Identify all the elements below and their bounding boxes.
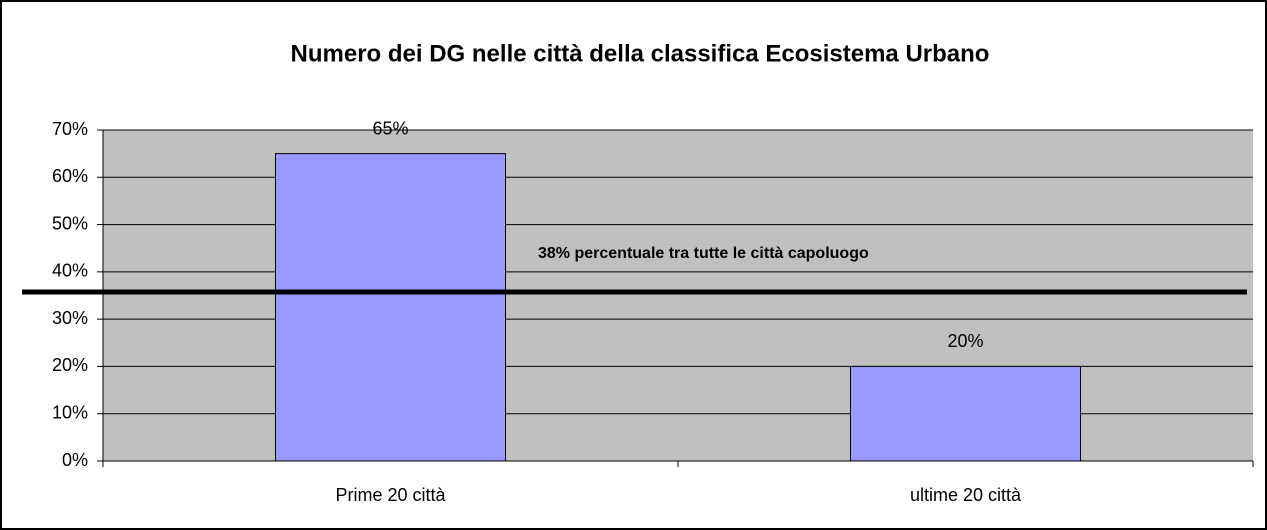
- bar: [850, 365, 1081, 462]
- marks: 0% 10% 20% 30% 40% 50% 60% 70% Prime 20 città 65%…: [52, 118, 1254, 505]
- y-tick-label: 40%: [52, 261, 88, 281]
- data-label: 20%: [947, 331, 983, 351]
- y-tick-label: 30%: [52, 308, 88, 328]
- x-tick-label: Prime 20 città: [335, 485, 446, 505]
- data-label: 65%: [372, 118, 408, 138]
- x-tick-label: ultime 20 città: [910, 485, 1022, 505]
- y-tick-label: 20%: [52, 355, 88, 375]
- bar: [275, 153, 506, 462]
- annotation: 38% percentuale tra tutte le città capol…: [538, 245, 869, 262]
- y-tick-label: 50%: [52, 213, 88, 233]
- y-tick-label: 70%: [52, 119, 88, 139]
- y-tick-label: 10%: [52, 402, 88, 422]
- y-tick-label: 0%: [62, 450, 88, 470]
- chart-title: Numero dei DG nelle città della classifi…: [291, 40, 990, 67]
- y-tick-label: 60%: [52, 166, 88, 186]
